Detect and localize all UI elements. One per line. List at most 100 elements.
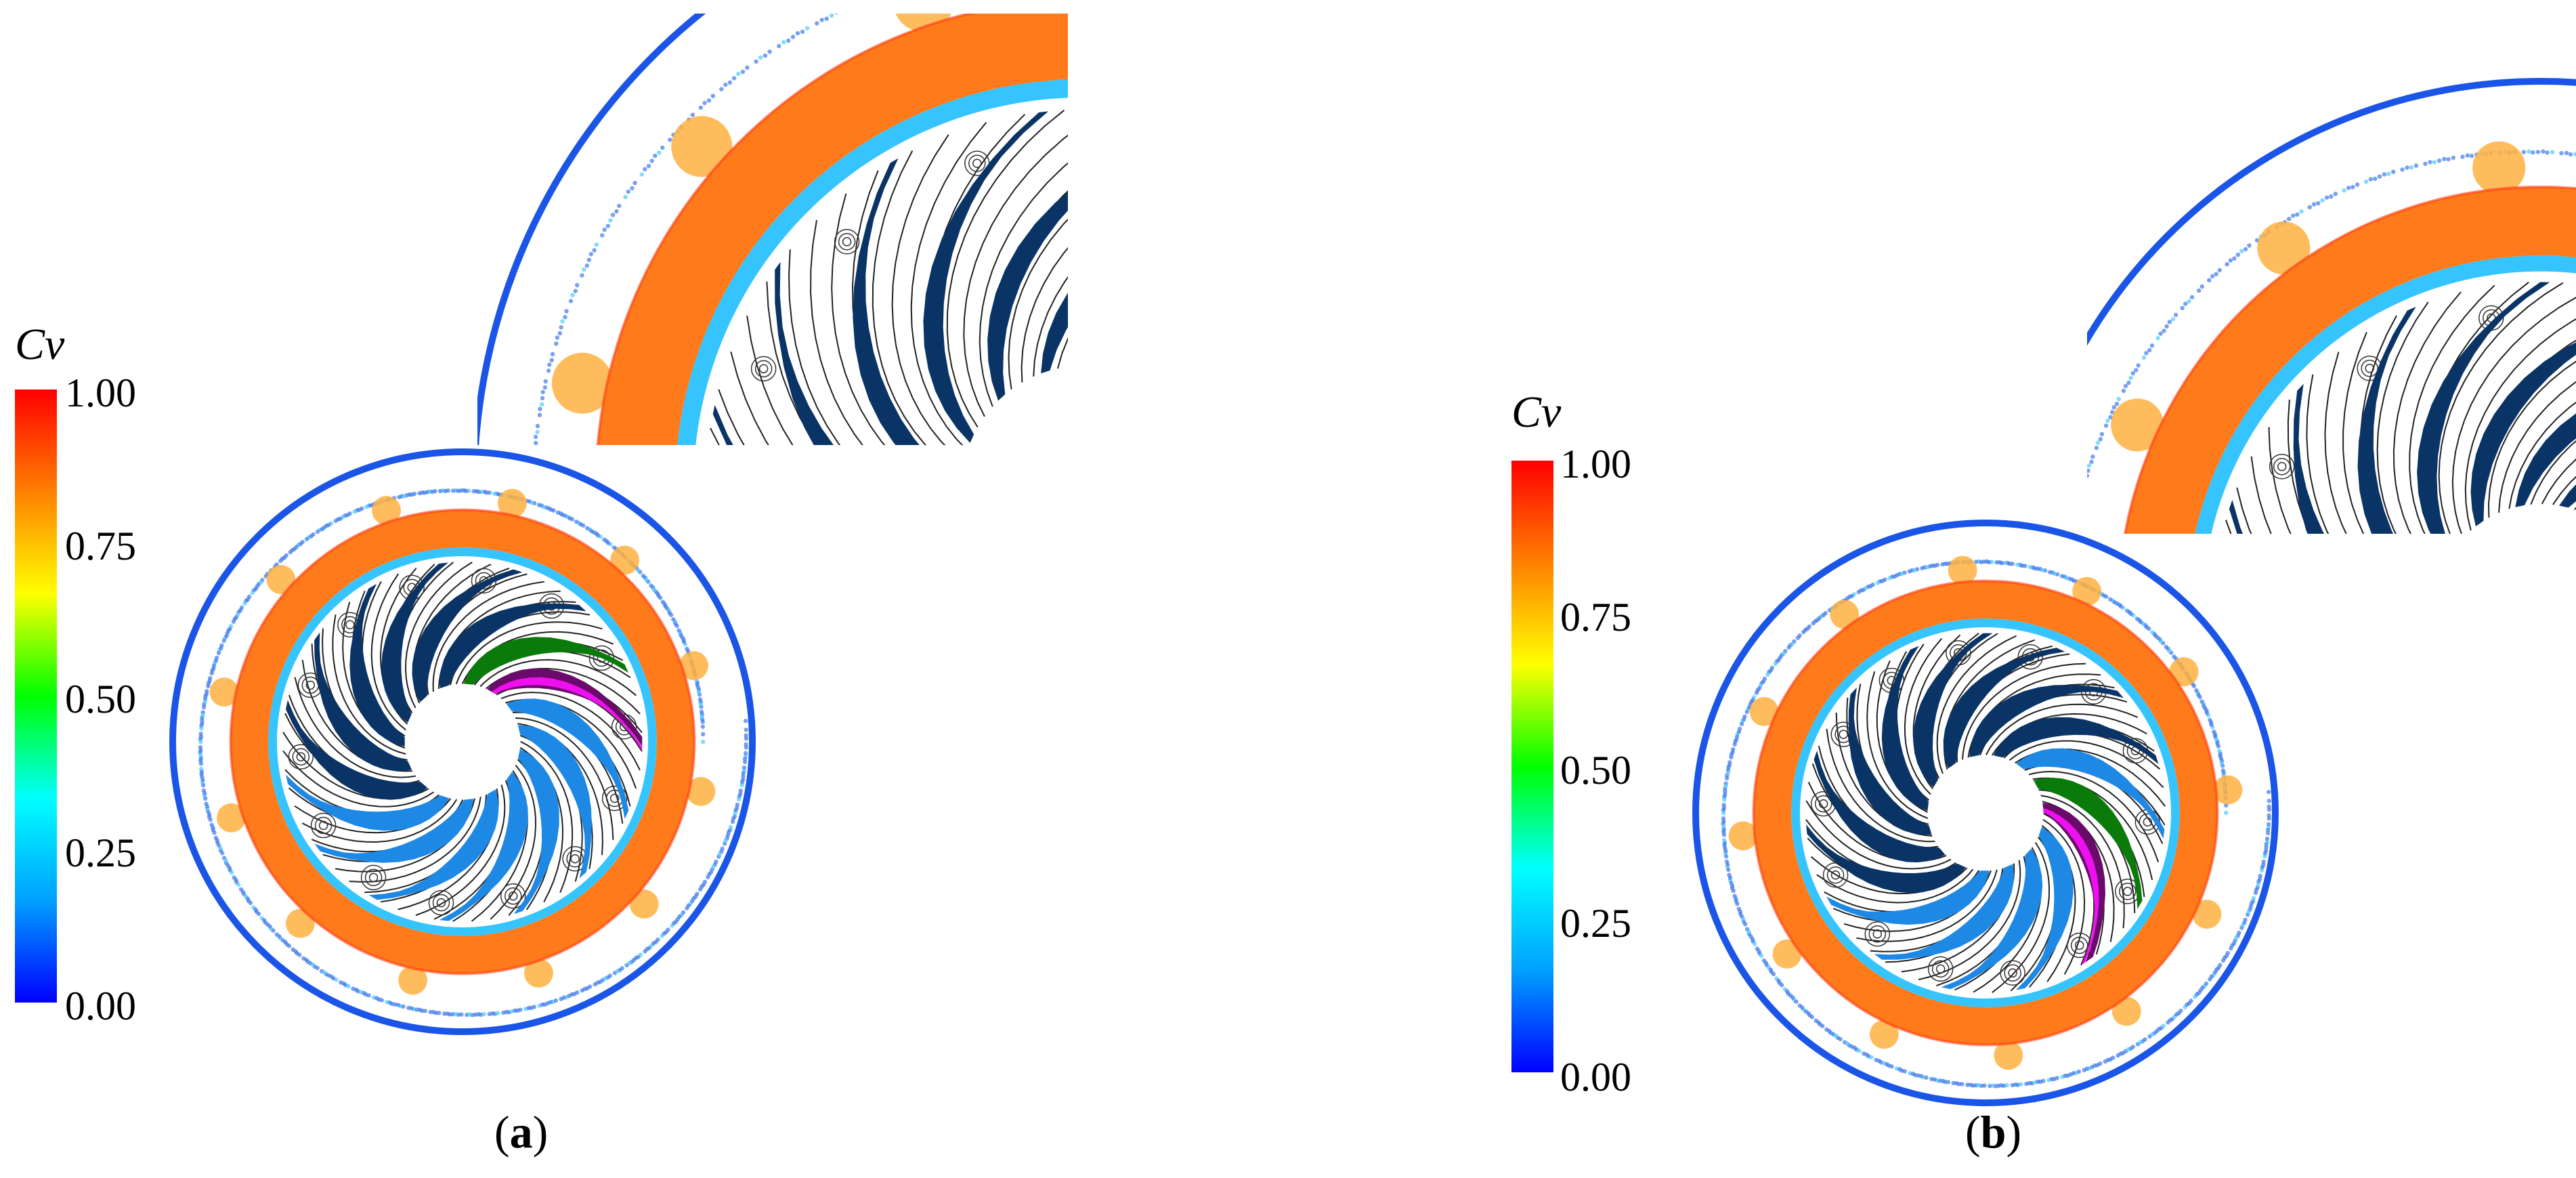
streamline <box>2324 352 2347 534</box>
flow-speckle <box>309 534 314 539</box>
ring-edge <box>1752 579 2219 1047</box>
flow-speckle <box>2149 343 2155 348</box>
flow-speckle <box>199 726 204 731</box>
flow-speckle <box>2264 845 2269 850</box>
guide-vane <box>266 565 296 594</box>
flow-speckle <box>1910 1071 1915 1076</box>
flow-speckle <box>1721 819 1726 824</box>
flow-speckle <box>220 851 225 856</box>
flow-speckle <box>2243 247 2248 252</box>
streamline <box>1199 450 1288 726</box>
flow-speckle <box>1249 1038 1253 1043</box>
flow-speckle <box>1723 849 1728 854</box>
flow-speckle <box>2084 1066 2089 1071</box>
streamline <box>1195 438 1288 694</box>
flow-speckle <box>534 447 538 451</box>
flow-speckle <box>2324 195 2330 200</box>
flow-speckle <box>2232 256 2237 261</box>
flow-speckle <box>2200 985 2205 990</box>
flow-speckle <box>2249 1003 2253 1007</box>
flow-speckle <box>1880 579 1885 583</box>
flow-speckle <box>1827 1028 1832 1034</box>
flow-speckle <box>2537 1105 2541 1109</box>
streamline <box>730 352 769 445</box>
flow-speckle <box>1876 1058 1882 1064</box>
flow-speckle <box>767 954 771 959</box>
streamline <box>710 547 1035 642</box>
flow-speckle <box>570 293 575 297</box>
flow-speckle <box>2264 842 2269 847</box>
impeller-blade <box>1943 648 2065 769</box>
flow-speckle <box>315 529 320 534</box>
flow-speckle <box>2290 1031 2294 1035</box>
vortex <box>2070 936 2088 954</box>
flow-speckle <box>611 545 617 550</box>
flow-speckle <box>1815 618 1820 623</box>
flow-speckle <box>1885 1061 1889 1067</box>
flow-speckle <box>781 40 786 45</box>
impeller-blade <box>1806 824 1966 893</box>
flow-speckle <box>366 993 371 998</box>
flow-speckle <box>730 926 734 930</box>
vortex <box>566 849 584 868</box>
flow-speckle <box>1869 1055 1874 1060</box>
flow-speckle <box>248 900 253 906</box>
flow-speckle <box>681 910 686 915</box>
flow-speckle <box>2036 1079 2040 1085</box>
streamline <box>1021 247 1068 383</box>
vortex <box>1178 800 1202 824</box>
flow-speckle <box>2153 633 2158 638</box>
streamline <box>1856 869 1998 942</box>
flow-speckle <box>922 1033 926 1037</box>
flow-speckle <box>2020 564 2025 568</box>
flow-speckle <box>2217 749 2222 753</box>
streamline <box>2376 301 2429 534</box>
flow-speckle <box>686 903 691 908</box>
guide-vane <box>2330 987 2382 1040</box>
impeller-blade <box>1993 717 2159 764</box>
caption-b: (b) <box>1965 1106 2022 1158</box>
flow-speckle <box>207 679 212 683</box>
vortex <box>1826 866 1845 884</box>
vortex <box>2119 883 2137 900</box>
flow-speckle <box>326 522 331 528</box>
flow-speckle <box>410 492 414 497</box>
flow-speckle <box>1897 1067 1902 1072</box>
flow-speckle <box>261 918 267 923</box>
vortex <box>2365 364 2374 373</box>
flow-speckle <box>2101 593 2106 598</box>
flow-speckle <box>2178 1009 2183 1013</box>
flow-speckle <box>2214 967 2219 972</box>
streamline <box>1008 218 1068 390</box>
flow-speckle <box>550 352 555 356</box>
streamline <box>810 219 863 445</box>
hub <box>414 692 512 791</box>
impeller-blade <box>713 562 1051 665</box>
flow-speckle <box>743 759 748 765</box>
flow-speckle <box>2158 331 2163 336</box>
streamline <box>767 610 1084 719</box>
flow-speckle <box>1723 854 1729 859</box>
flow-speckle <box>1940 1078 1946 1083</box>
ring-edge <box>2124 186 2576 534</box>
vortex <box>345 620 355 630</box>
flow-speckle <box>1751 698 1755 702</box>
flow-speckle <box>198 740 203 744</box>
flow-speckle <box>2562 1105 2567 1109</box>
streamline <box>1985 703 2139 755</box>
flow-speckle <box>868 1012 872 1016</box>
impeller-blade <box>1041 293 1068 374</box>
flow-speckle <box>2545 150 2550 155</box>
streamline <box>2487 360 2576 518</box>
flow-speckle <box>656 938 660 942</box>
streamline <box>891 134 949 445</box>
flow-speckle <box>777 43 781 49</box>
flow-speckle <box>2158 639 2164 644</box>
flow-speckle <box>663 604 668 609</box>
flow-speckle <box>445 1011 450 1016</box>
flow-speckle <box>1150 1057 1154 1061</box>
flow-speckle <box>974 1046 978 1050</box>
flow-speckle <box>379 998 384 1003</box>
flow-speckle <box>731 76 737 81</box>
flow-speckle <box>1887 576 1892 581</box>
